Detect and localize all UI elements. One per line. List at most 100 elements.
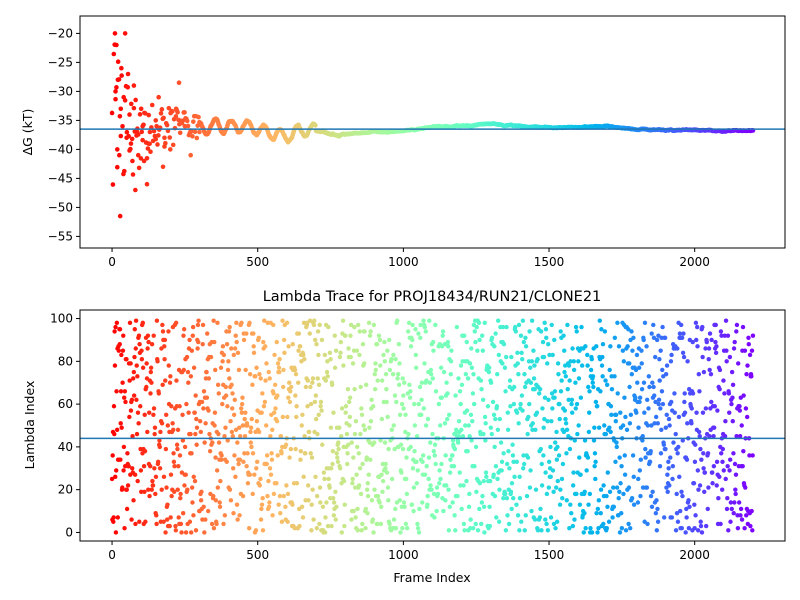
lambda-point	[600, 342, 606, 347]
lambda-point	[364, 487, 370, 492]
lambda-point	[473, 444, 479, 450]
lambda-point	[201, 504, 206, 509]
lambda-point	[459, 427, 464, 432]
lambda-point	[267, 500, 272, 505]
lambda-point	[731, 510, 736, 516]
lambda-point	[577, 455, 582, 460]
lambda-point	[630, 348, 635, 353]
lambda-point	[648, 493, 654, 499]
lambda-point	[637, 399, 642, 405]
lambda-point	[681, 331, 686, 336]
lambda-point	[199, 489, 204, 495]
lambda-point	[697, 433, 702, 439]
lambda-point	[315, 329, 321, 334]
lambda-point	[254, 365, 259, 370]
lambda-point	[733, 487, 738, 492]
lambda-point	[282, 350, 287, 355]
lambda-point	[397, 412, 403, 418]
lambda-point	[656, 397, 662, 403]
lambda-point	[174, 442, 180, 447]
lambda-point	[419, 397, 424, 403]
lambda-point	[694, 337, 699, 343]
lambda-point	[337, 425, 342, 430]
lambda-point	[332, 333, 337, 338]
delta-g-point	[168, 147, 173, 152]
delta-g-point	[155, 142, 160, 147]
lambda-point	[354, 348, 360, 353]
lambda-point	[239, 410, 245, 415]
lambda-point	[460, 433, 466, 439]
lambda-point	[362, 361, 367, 366]
lambda-point	[493, 331, 498, 336]
lambda-point	[412, 401, 417, 407]
delta-g-point	[141, 158, 147, 164]
lambda-point	[442, 421, 448, 426]
lambda-point	[355, 528, 361, 533]
lambda-point	[135, 410, 141, 415]
lambda-point	[627, 361, 632, 366]
lambda-point	[465, 448, 470, 454]
lambda-point	[325, 359, 330, 364]
lambda-point	[532, 386, 537, 392]
delta-g-point	[143, 140, 149, 145]
lambda-point	[261, 339, 266, 345]
lambda-point	[192, 478, 198, 484]
lambda-point	[139, 489, 144, 495]
lambda-point	[165, 423, 170, 428]
lambda-point	[167, 380, 173, 385]
lambda-point	[400, 446, 406, 452]
lambda-point	[675, 451, 680, 456]
delta-g-point	[188, 152, 193, 158]
lambda-point	[191, 474, 196, 480]
lambda-point	[590, 380, 595, 385]
lambda-point	[562, 348, 567, 353]
lambda-point	[345, 451, 350, 456]
lambda-point	[140, 320, 146, 326]
lambda-point	[372, 386, 378, 392]
lambda-point	[604, 525, 610, 531]
lambda-point	[611, 485, 616, 490]
lambda-point	[718, 329, 724, 334]
lambda-point	[293, 371, 299, 377]
lambda-point	[230, 466, 236, 471]
lambda-point	[113, 324, 118, 330]
lambda-point	[135, 374, 140, 379]
delta-g-frame	[79, 15, 786, 249]
lambda-point	[499, 468, 504, 473]
delta-g-point	[111, 51, 117, 57]
lambda-point	[578, 395, 584, 400]
lambda-point	[305, 404, 310, 409]
lambda-point	[251, 350, 257, 355]
y-tick-label: −50	[48, 200, 73, 214]
lambda-point	[504, 354, 509, 360]
lambda-point	[250, 491, 255, 497]
lambda-point	[328, 356, 333, 362]
lambda-point	[698, 523, 704, 529]
lambda-point	[680, 438, 685, 443]
lambda-point	[223, 425, 228, 430]
lambda-point	[353, 515, 358, 520]
lambda-point	[392, 446, 397, 452]
lambda-point	[659, 427, 664, 432]
lambda-point	[489, 431, 494, 437]
lambda-point	[112, 363, 118, 368]
lambda-point	[719, 451, 724, 456]
lambda-point	[671, 440, 676, 445]
lambda-point	[188, 374, 194, 379]
lambda-point	[432, 453, 437, 458]
lambda-point	[742, 525, 747, 531]
lambda-point	[546, 485, 552, 490]
lambda-point	[169, 404, 174, 409]
lambda-point	[350, 476, 355, 482]
lambda-point	[707, 367, 712, 373]
lambda-point	[245, 481, 251, 486]
lambda-point	[559, 476, 565, 482]
lambda-point	[453, 393, 458, 398]
lambda-point	[256, 335, 262, 341]
lambda-point	[488, 380, 494, 385]
lambda-point	[744, 513, 749, 518]
lambda-point	[245, 423, 250, 428]
lambda-point	[155, 459, 161, 465]
delta-g-point	[313, 123, 318, 128]
lambda-point	[431, 491, 437, 497]
